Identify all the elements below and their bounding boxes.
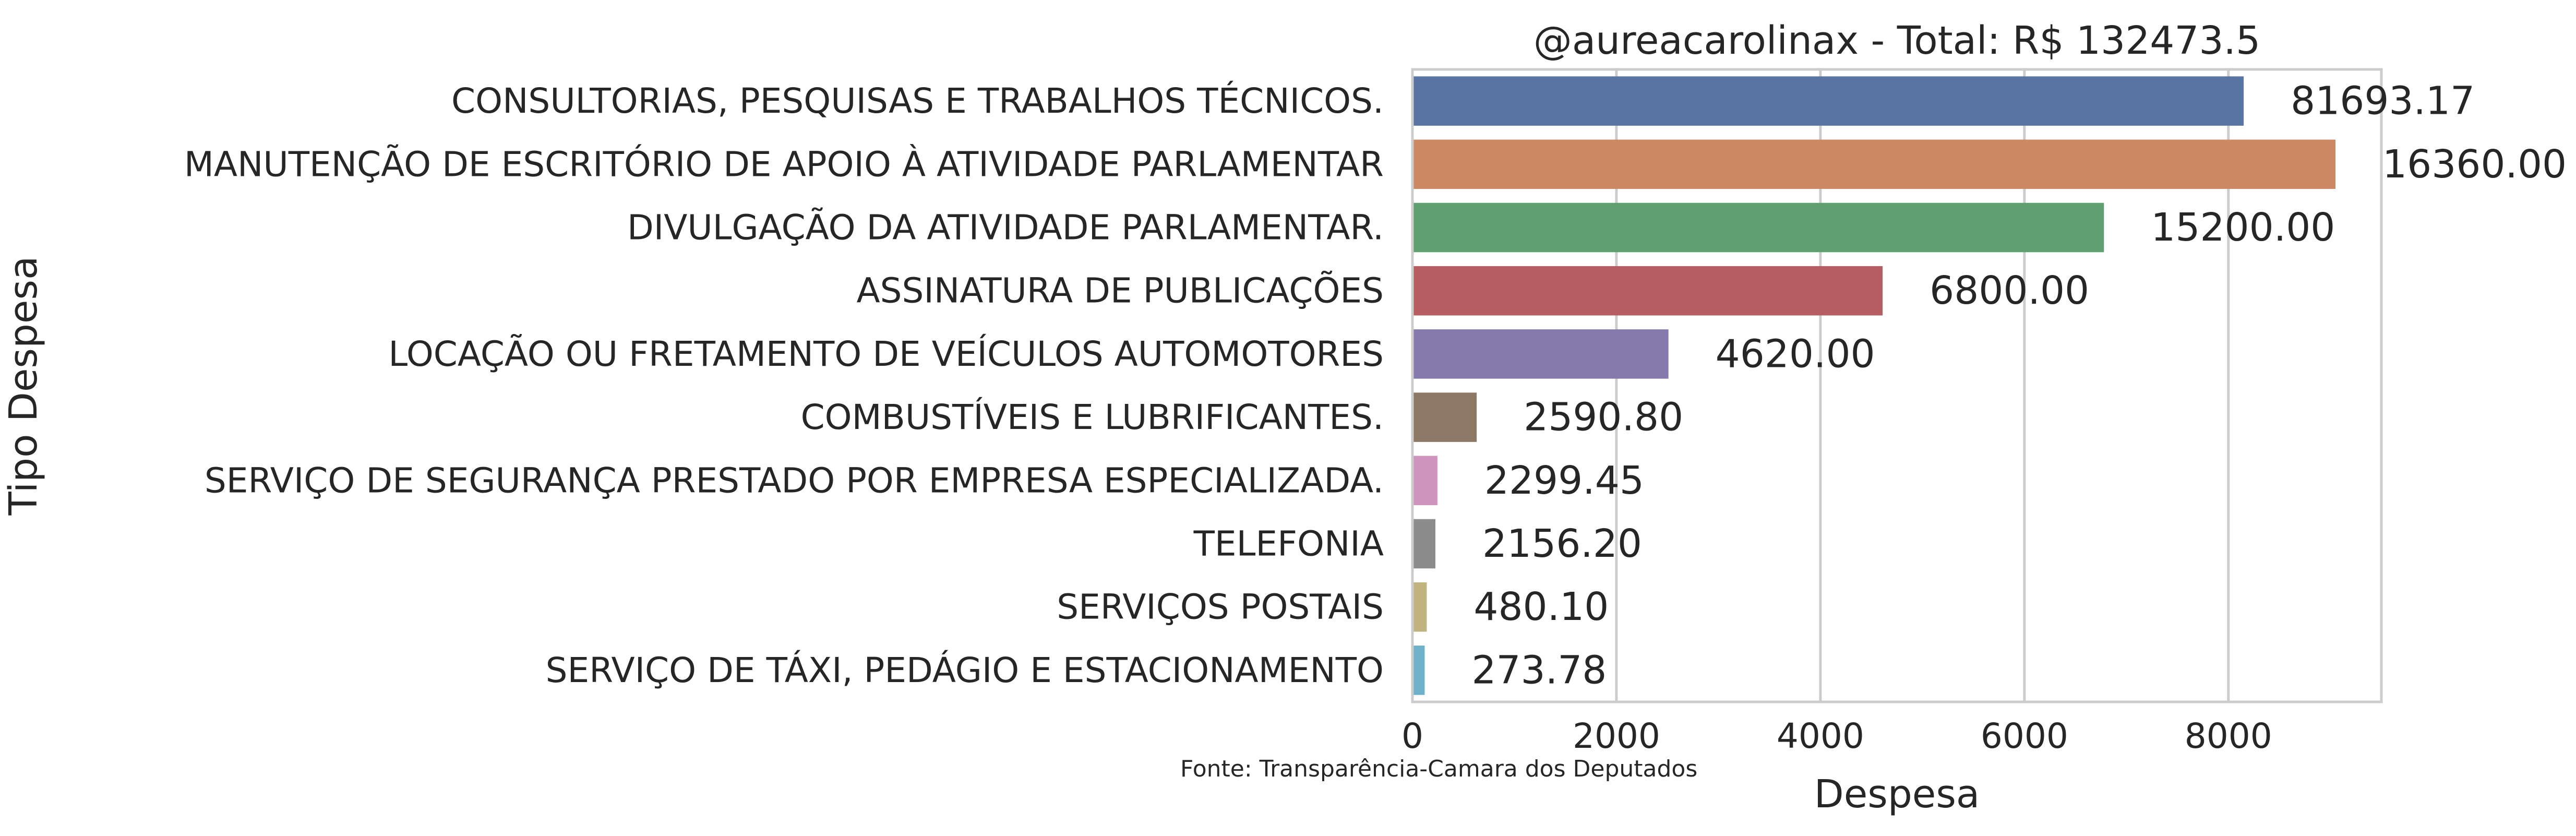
bar (1412, 582, 1427, 632)
data-label: 2156.20 (1482, 521, 1642, 566)
category-label: ASSINATURA DE PUBLICAÇÕES (856, 271, 1384, 311)
x-axis-label: Despesa (1814, 772, 1980, 817)
labels: 0 2000 4000 6000 8000 CONSULTORIAS, PESQUISAS… (184, 79, 2567, 756)
chart-title: @aureacarolinax - Total: R$ 132473.5 (1533, 18, 2260, 63)
x-tick-label: 4000 (1777, 716, 1864, 756)
data-label: 2590.80 (1524, 395, 1683, 440)
category-label: CONSULTORIAS, PESQUISAS E TRABALHOS TÉCN… (451, 80, 1384, 121)
data-label: 15200.00 (2151, 205, 2335, 250)
bar (1412, 456, 1437, 506)
bar (1412, 646, 1425, 695)
x-tick-label: 6000 (1981, 716, 2068, 756)
bar (1412, 202, 2104, 253)
bar (1412, 266, 1883, 316)
plot-frame (1411, 68, 2383, 703)
category-label: MANUTENÇÃO DE ESCRITÓRIO DE APOIO À ATIV… (184, 144, 1384, 184)
data-label: 480.10 (1473, 584, 1609, 629)
category-label: SERVIÇOS POSTAIS (1057, 587, 1384, 627)
category-label: TELEFONIA (1193, 524, 1384, 564)
data-label: 81693.17 (2291, 79, 2475, 124)
data-label: 2299.45 (1484, 458, 1644, 503)
data-label: 6800.00 (1930, 268, 2089, 313)
data-label: 4620.00 (1716, 331, 1875, 376)
bar (1412, 519, 1435, 569)
bar (1412, 139, 2336, 189)
category-label: DIVULGAÇÃO DA ATIVIDADE PARLAMENTAR. (627, 208, 1384, 248)
x-tick-label: 2000 (1573, 716, 1660, 756)
bar (1412, 76, 2244, 126)
category-label: COMBUSTÍVEIS E LUBRIFICANTES. (801, 397, 1384, 437)
data-label: 273.78 (1471, 648, 1607, 692)
bar (1412, 329, 1669, 379)
source-note: Fonte: Transparência-Camara dos Deputado… (1180, 756, 1698, 782)
category-label: SERVIÇO DE TÁXI, PEDÁGIO E ESTACIONAMENT… (546, 650, 1384, 690)
category-label: LOCAÇÃO OU FRETAMENTO DE VEÍCULOS AUTOMO… (388, 333, 1384, 374)
data-label: 16360.00 (2382, 142, 2567, 187)
bar (1412, 392, 1477, 442)
y-axis-label: Tipo Despesa (1, 256, 46, 516)
bars (1412, 76, 2336, 695)
x-tick-label: 0 (1401, 716, 1423, 756)
category-label: SERVIÇO DE SEGURANÇA PRESTADO POR EMPRES… (205, 460, 1384, 500)
x-tick-label: 8000 (2185, 716, 2272, 756)
